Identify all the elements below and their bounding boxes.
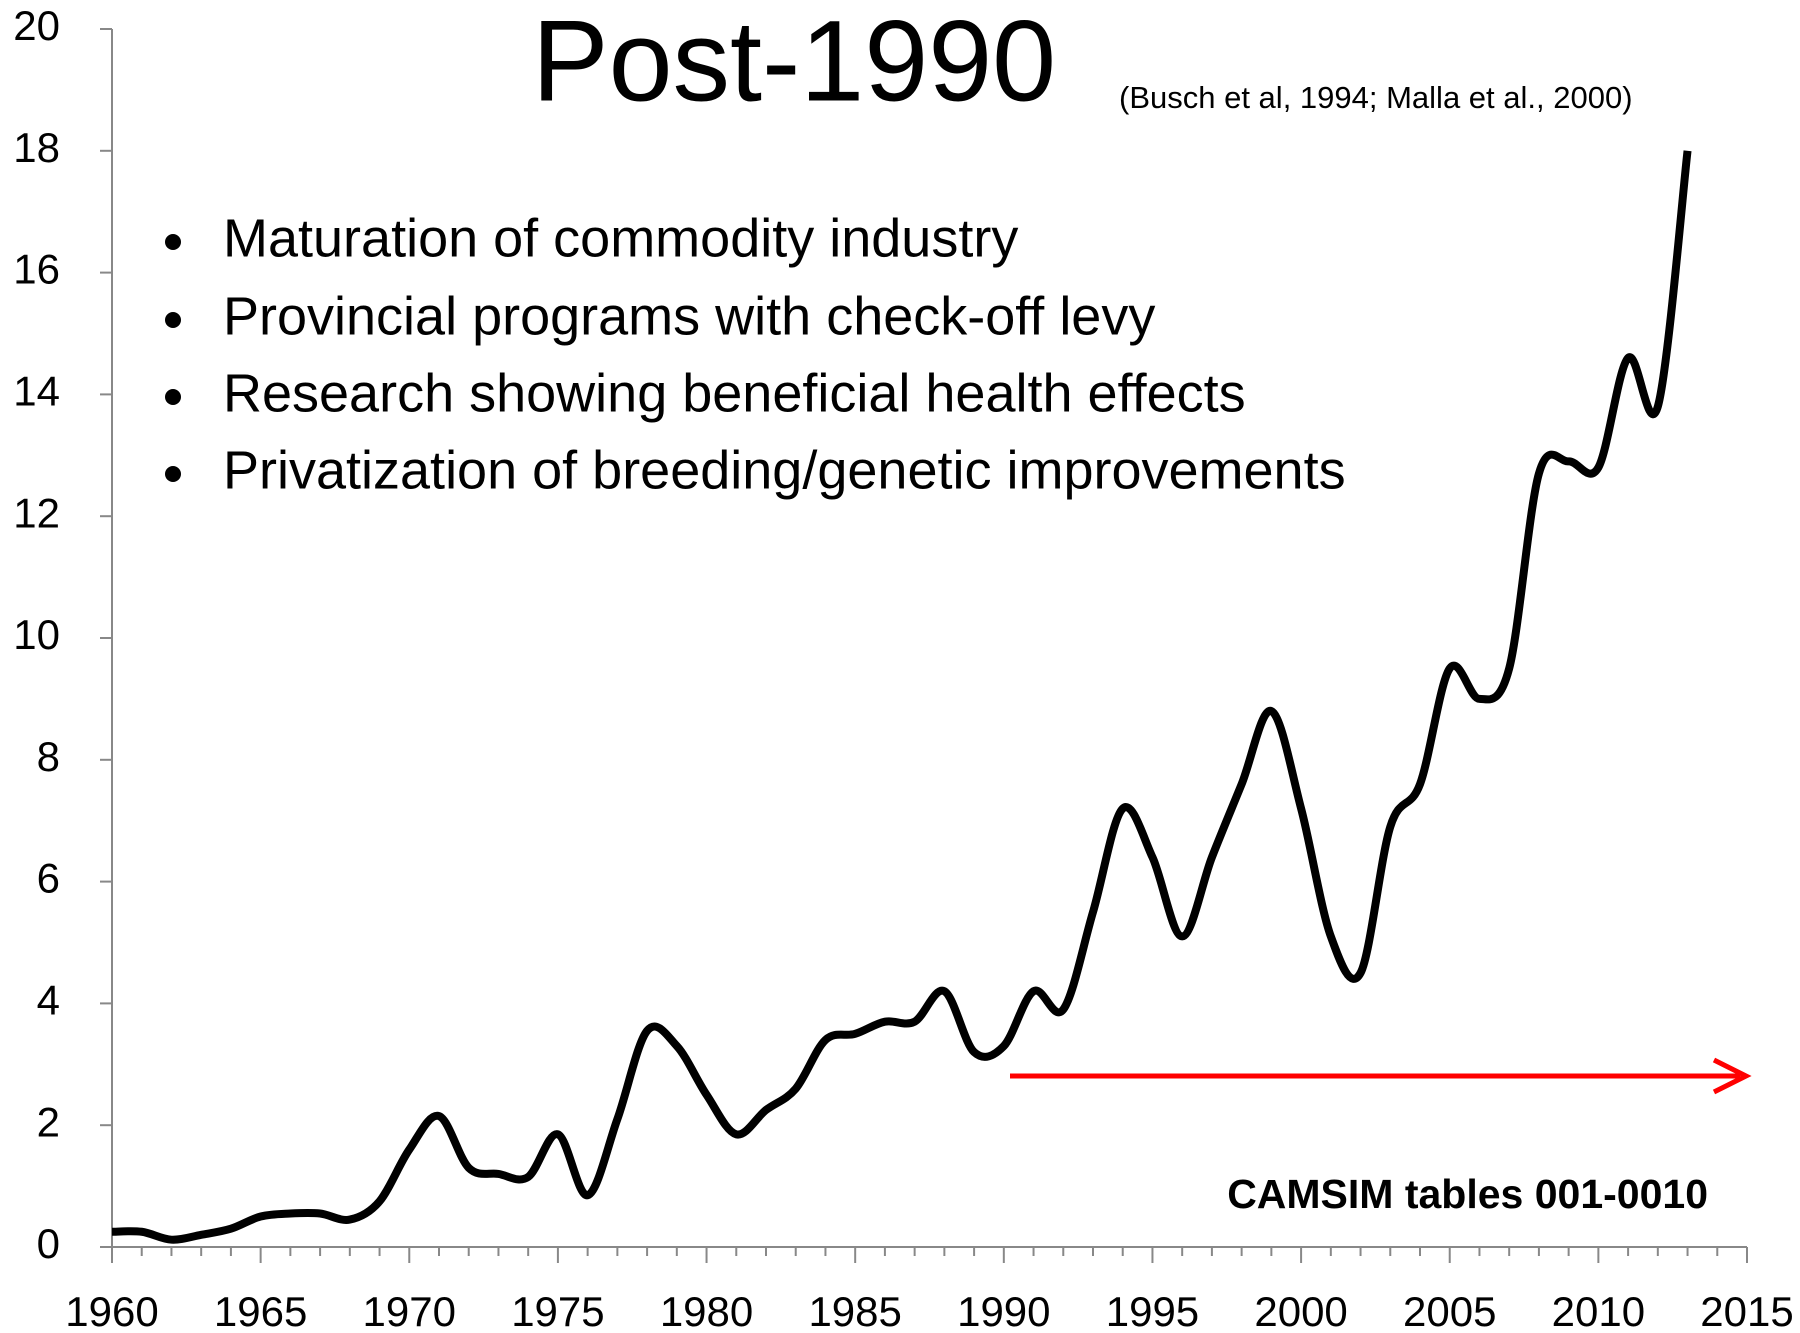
x-tick-label: 2005 (1403, 1288, 1496, 1333)
x-tick-label: 1990 (957, 1288, 1050, 1333)
x-tick-label: 1970 (363, 1288, 456, 1333)
x-tick-label: 1985 (808, 1288, 901, 1333)
x-tick-label: 2000 (1254, 1288, 1347, 1333)
red-arrow (1010, 1057, 1752, 1095)
bullet-dot (165, 389, 181, 405)
y-tick-label: 6 (37, 855, 60, 902)
x-tick-label: 2015 (1700, 1288, 1793, 1333)
x-tick-label: 1960 (65, 1288, 158, 1333)
bullet-dot (165, 466, 181, 482)
x-tick-label: 1965 (214, 1288, 307, 1333)
bullet-text: Research showing beneficial health effec… (223, 363, 1246, 423)
y-tick-label: 0 (37, 1220, 60, 1267)
x-tick-label: 2010 (1552, 1288, 1645, 1333)
data-line (111, 150, 1692, 1244)
y-tick-label: 4 (37, 976, 60, 1023)
x-tick-label: 1980 (660, 1288, 753, 1333)
bullet-dot (165, 234, 181, 250)
y-tick-label: 16 (13, 246, 60, 293)
bullet-text: Provincial programs with check-off levy (223, 286, 1155, 346)
arrow-head (1712, 1057, 1752, 1095)
y-tick-label: 14 (13, 367, 60, 414)
y-tick-label: 20 (13, 2, 60, 49)
chart-subtitle: (Busch et al, 1994; Malla et al., 2000) (1119, 80, 1633, 115)
y-tick-label: 12 (13, 489, 60, 536)
bullet-dot (165, 312, 181, 328)
y-tick-label: 8 (37, 733, 60, 780)
chart-title: Post-1990 (532, 0, 1056, 125)
y-tick-label: 10 (13, 611, 60, 658)
y-tick-label: 2 (37, 1098, 60, 1145)
source-note: CAMSIM tables 001-0010 (1227, 1171, 1708, 1217)
y-tick-label: 18 (13, 124, 60, 171)
bullet-text: Maturation of commodity industry (223, 208, 1018, 268)
bullet-list: Maturation of commodity industry Provinc… (165, 208, 1346, 500)
bullet-text: Privatization of breeding/genetic improv… (223, 440, 1346, 500)
x-tick-label: 1975 (511, 1288, 604, 1333)
x-tick-label: 1995 (1106, 1288, 1199, 1333)
